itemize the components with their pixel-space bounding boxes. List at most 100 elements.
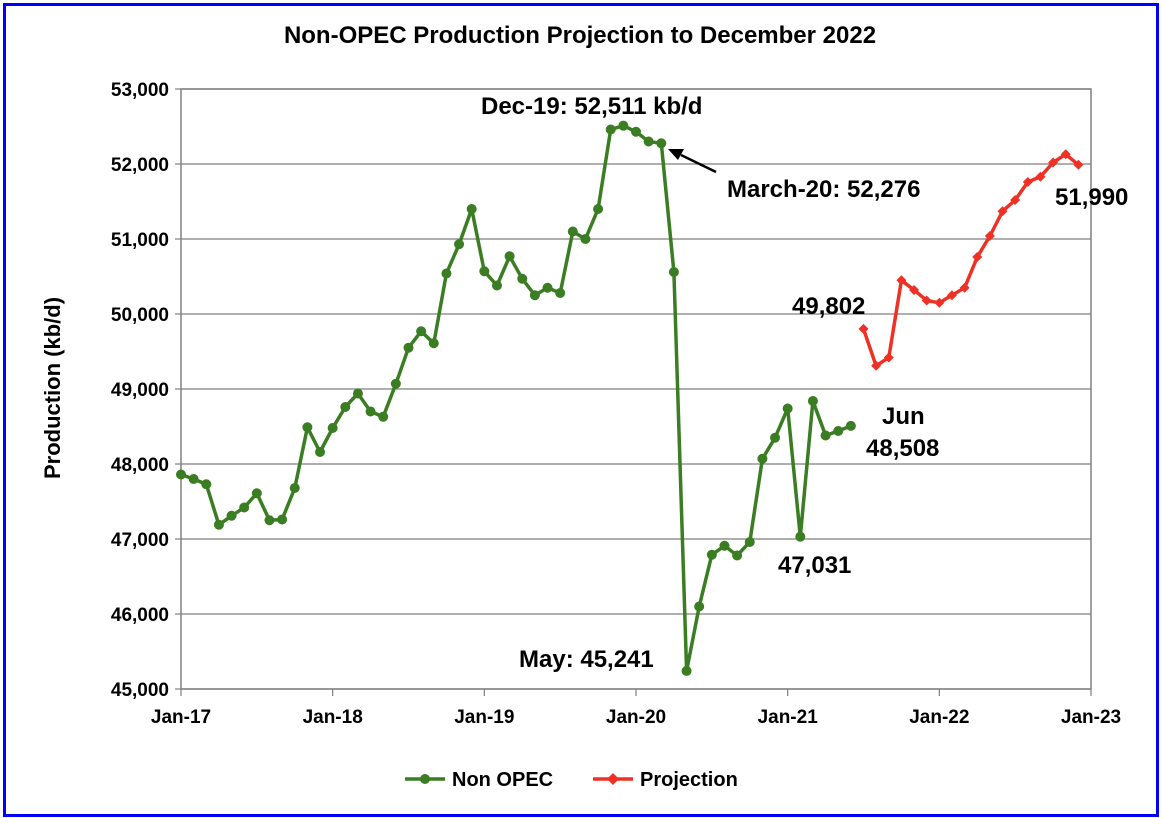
data-point-non-opec [845, 420, 856, 431]
data-point-non-opec [694, 601, 705, 612]
data-point-projection [909, 285, 920, 295]
data-point-non-opec [416, 326, 427, 337]
annotation-jun-value: 48,508 [866, 435, 939, 462]
y-tick-label: 52,000 [111, 155, 169, 176]
data-point-non-opec [302, 422, 313, 433]
y-tick-label: 53,000 [111, 80, 169, 101]
chart-title: Non-OPEC Production Projection to Decemb… [284, 22, 876, 49]
data-point-non-opec [681, 665, 692, 676]
annotation-dec19-peak: Dec-19: 52,511 kb/d [481, 93, 702, 120]
y-tick-label: 46,000 [111, 605, 169, 626]
data-point-projection [1073, 159, 1084, 170]
y-axis-label: Production (kb/d) [40, 297, 65, 479]
annotation-jun-label: Jun [882, 403, 925, 430]
data-point-non-opec [378, 411, 389, 422]
x-tick-label: Jan-21 [758, 707, 819, 728]
data-point-non-opec [428, 338, 439, 349]
data-point-projection [984, 231, 995, 241]
legend-item-projection: Projection [593, 769, 738, 791]
gridlines [181, 88, 1091, 690]
annotation-proj-start: 49,802 [792, 293, 865, 320]
data-point-projection [972, 252, 983, 262]
annotation-feb21: 47,031 [778, 552, 851, 579]
data-point-projection [896, 275, 907, 286]
data-point-non-opec [466, 204, 477, 214]
x-tick-label: Jan-23 [1061, 707, 1121, 728]
data-point-projection [959, 282, 970, 293]
data-point-non-opec [226, 510, 237, 521]
x-tick-label: Jan-19 [454, 707, 514, 728]
data-point-non-opec [770, 432, 781, 443]
chart-frame [3, 3, 1159, 817]
y-tick-label: 49,000 [111, 380, 169, 401]
legend-item-non-opec: Non OPEC [405, 769, 553, 791]
data-point-non-opec [315, 447, 326, 457]
data-point-non-opec [188, 474, 199, 484]
data-point-non-opec [744, 537, 755, 547]
data-point-non-opec [479, 266, 490, 277]
series-layer [176, 120, 1084, 676]
data-point-projection [1035, 171, 1046, 182]
data-point-non-opec [517, 273, 528, 284]
data-point-non-opec [668, 267, 679, 277]
series-line-non-opec [180, 123, 852, 673]
y-tick-label: 47,000 [111, 530, 169, 551]
legend: Non OPEC Projection [405, 769, 738, 791]
data-point-non-opec [504, 251, 515, 262]
data-point-projection [858, 323, 869, 334]
data-point-non-opec [555, 288, 566, 298]
data-point-non-opec [441, 268, 452, 279]
data-point-non-opec [403, 342, 414, 353]
data-point-projection [1060, 149, 1071, 160]
arrow-march20 [668, 149, 717, 174]
data-point-non-opec [277, 514, 288, 525]
annotation-may20: May: 45,241 [519, 646, 654, 673]
data-point-non-opec [529, 290, 540, 301]
data-point-non-opec [807, 396, 818, 406]
legend-label-projection: Projection [640, 769, 738, 791]
data-point-non-opec [706, 549, 717, 560]
data-point-projection [1048, 157, 1059, 168]
data-point-projection [934, 297, 945, 308]
data-point-non-opec [820, 430, 831, 441]
data-point-non-opec [201, 479, 212, 490]
data-point-non-opec [618, 120, 629, 131]
data-point-non-opec [251, 488, 262, 499]
x-tick-label: Jan-17 [151, 707, 211, 728]
data-point-non-opec [327, 423, 338, 433]
data-point-non-opec [593, 204, 604, 214]
x-tick-label: Jan-22 [909, 707, 969, 728]
y-tick-label: 50,000 [111, 305, 169, 326]
data-point-non-opec [352, 388, 363, 399]
data-point-non-opec [757, 453, 768, 464]
x-axis: Jan-17 Jan-18 Jan-19 Jan-20 Jan-21 Jan-22 Jan-… [151, 689, 1121, 728]
data-point-non-opec [239, 502, 250, 513]
x-tick-label: Jan-20 [606, 707, 666, 728]
data-point-non-opec [213, 519, 224, 530]
data-point-non-opec [390, 378, 401, 389]
data-point-non-opec [719, 540, 730, 551]
data-point-projection [1010, 195, 1021, 205]
data-point-non-opec [264, 515, 275, 526]
data-point-non-opec [542, 282, 553, 293]
data-point-non-opec [580, 234, 591, 244]
data-point-non-opec [732, 550, 743, 561]
data-point-projection [921, 295, 932, 306]
data-point-non-opec [782, 403, 793, 414]
y-tick-label: 45,000 [111, 680, 169, 701]
y-tick-label: 51,000 [111, 230, 169, 251]
data-point-projection [883, 352, 894, 363]
data-point-projection [997, 206, 1008, 217]
annotation-proj-end: 51,990 [1055, 184, 1128, 211]
y-tick-label: 48,000 [111, 455, 169, 476]
data-point-non-opec [795, 531, 806, 542]
x-tick-label: Jan-18 [303, 707, 363, 728]
y-axis: 45,000 46,000 47,000 48,000 49,000 50,000 51,0… [111, 80, 181, 701]
data-point-projection [946, 290, 957, 301]
annotation-march20: March-20: 52,276 [727, 176, 920, 203]
data-point-non-opec [454, 239, 465, 250]
data-point-projection [1022, 177, 1033, 187]
data-point-non-opec [491, 280, 502, 291]
legend-label-non-opec: Non OPEC [452, 769, 553, 791]
